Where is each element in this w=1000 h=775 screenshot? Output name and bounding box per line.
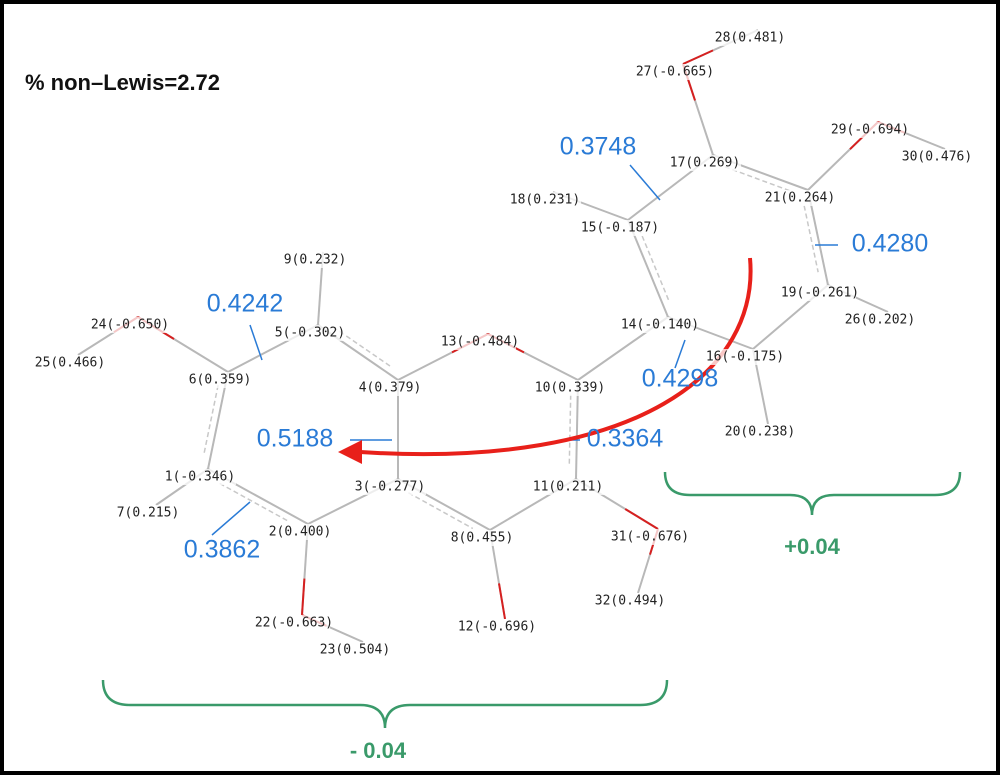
atom-label: 23(0.504) [320,643,390,658]
oxygen-bond [682,49,714,65]
atom-label: 3(-0.277) [355,480,425,495]
label-bg [94,317,166,333]
double-bond [203,384,219,454]
double-bond [803,205,819,273]
label-bg [584,220,656,236]
label-bg [624,317,696,333]
atom-label: 9(0.232) [284,253,347,268]
atom-label: 21(0.264) [765,191,835,206]
double-bond [639,231,670,301]
label-bg [354,479,426,495]
atom-label: 22(-0.663) [255,616,333,631]
arrow-head [338,440,362,464]
label-bg [709,349,781,365]
label-bg [784,285,856,301]
label-bg [258,615,330,631]
atom-label: 14(-0.140) [621,318,699,333]
atom-label: 17(0.269) [670,156,740,171]
label-bg [444,334,516,350]
label-bg [614,529,686,545]
leader [674,339,686,369]
leader [249,324,263,361]
atom-label: 1(-0.346) [165,470,235,485]
double-bond [219,482,290,523]
atom-label: 28(0.481) [715,31,785,46]
oxygen-bond [498,583,506,620]
atom-label: 8(0.455) [451,531,514,546]
label-bg [184,372,256,388]
label-bg [274,325,346,341]
atom-label: 4(0.379) [359,381,422,396]
atom-label: 32(0.494) [595,594,665,609]
atom-label: 10(0.339) [535,381,605,396]
atom-label: 29(-0.694) [831,123,909,138]
label-bg [594,593,666,609]
atom-label: 15(-0.187) [581,221,659,236]
leader [629,164,661,201]
label-bg [724,424,796,440]
atom-label: 16(-0.175) [706,350,784,365]
bond-order: 0.5188 [257,425,333,453]
atom-label: 12(-0.696) [458,620,536,635]
atom-label: 30(0.476) [902,150,972,165]
label-bg [534,380,606,396]
label-bg [112,505,184,521]
label-bg [279,252,351,268]
bond-order: 0.4298 [642,365,718,393]
group-charge: - 0.04 [350,738,407,763]
label-bg [764,190,836,206]
label-bg [669,155,741,171]
brace [663,471,962,516]
bond-order: 0.3748 [560,133,636,161]
atom-label: 18(0.231) [510,193,580,208]
atom-label: 7(0.215) [117,506,180,521]
label-bg [164,469,236,485]
brace [101,679,669,729]
arrow [359,257,753,457]
double-bond [408,492,474,530]
bond [575,379,579,480]
label-bg [509,192,581,208]
group-charge: +0.04 [784,534,840,559]
bond [207,371,229,470]
atom-label: 27(-0.665) [636,65,714,80]
labels: 1(-0.346) 2(0.400) 3(-0.277) 4(0.379) 5(-0.3… [34,30,973,763]
leader [211,501,251,536]
bond-order: 0.4280 [852,230,928,258]
label-bg [264,524,336,540]
oxygen-bond [301,578,306,616]
atom-label: 20(0.238) [725,425,795,440]
atom-label: 25(0.466) [35,356,105,371]
atom-label: 11(0.211) [533,480,603,495]
bond [627,219,669,318]
atom-label: 31(-0.676) [611,530,689,545]
atom-label: 26(0.202) [845,313,915,328]
oxygen-bond [624,508,659,530]
atom-label: 5(-0.302) [275,326,345,341]
bond-order: 0.4242 [207,290,283,318]
title: % non–Lewis=2.72 [25,70,220,95]
atom-label: 6(0.359) [189,373,252,388]
label-bg [532,479,604,495]
label-bg [901,149,973,165]
atom-label: 24(-0.650) [91,318,169,333]
atom-label: 2(0.400) [269,525,332,540]
label-bg [844,312,916,328]
bond-order: 0.3862 [184,536,260,564]
bond-order: 0.3364 [587,425,664,453]
label-bg [446,530,518,546]
label-bg [639,64,711,80]
leaders [211,164,838,536]
label-bg [34,355,106,371]
atom-label: 13(-0.484) [441,335,519,350]
double-bond [568,394,572,465]
label-bg [461,619,533,635]
label-bg [319,642,391,658]
atom-label: 19(-0.261) [781,286,859,301]
label-bg [354,380,426,396]
label-bg [834,122,906,138]
label-bg [714,30,786,46]
